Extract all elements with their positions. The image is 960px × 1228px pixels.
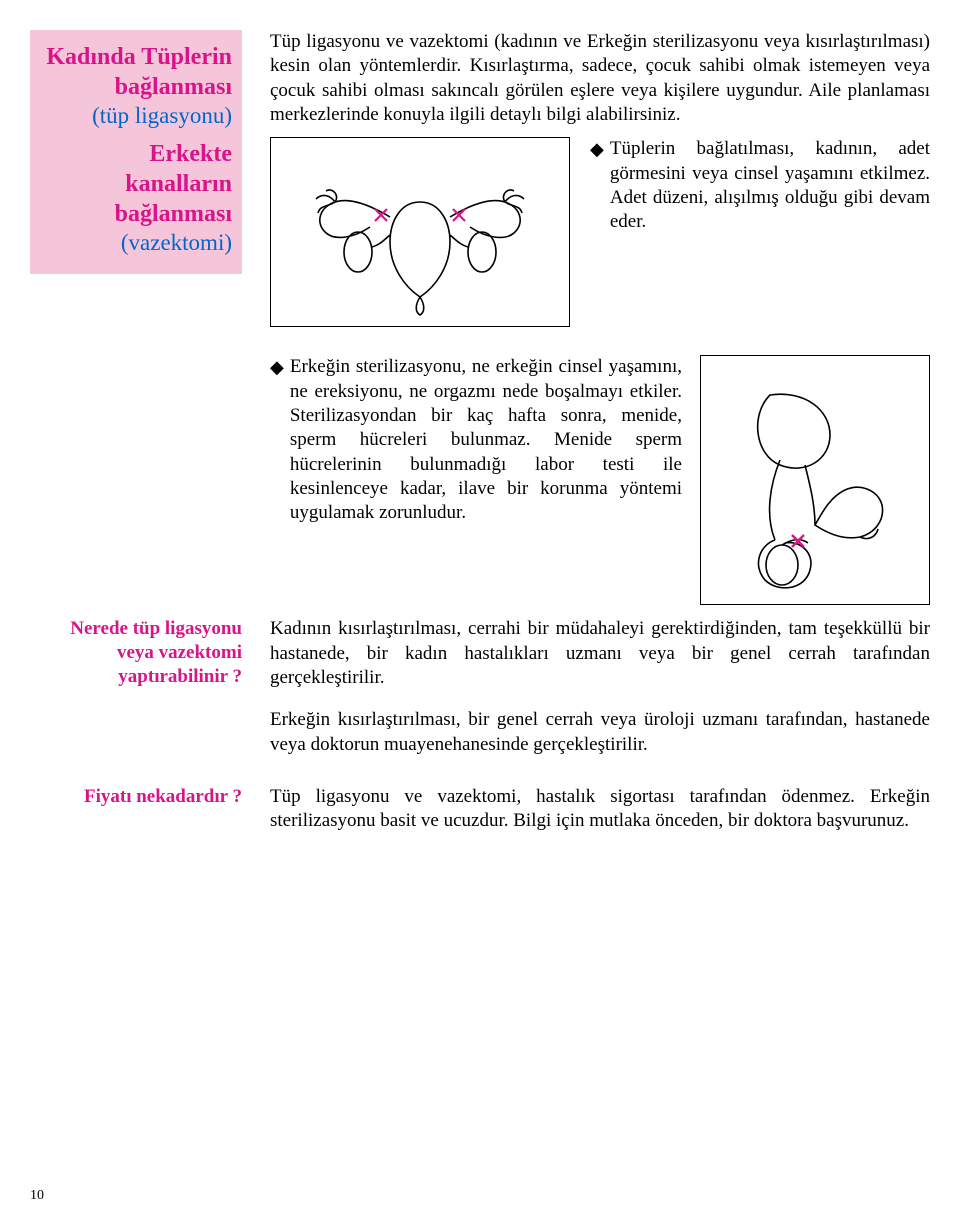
price-p1: Tüp ligasyonu ve vazektomi, hastalık sig… bbox=[270, 785, 930, 834]
bullet-2-text: Erkeğin sterilizasyonu, ne erkeğin cinse… bbox=[290, 355, 682, 525]
intro-paragraph: Tüp ligasyonu ve vazektomi (kadının ve E… bbox=[270, 30, 930, 127]
heading-women: Kadında Tüplerin bağlanması bbox=[40, 42, 232, 102]
heading-men: Erkekte kanalların bağlanması bbox=[40, 139, 232, 229]
intro-figure-row: ◆ Tüplerin bağlatılması, kadının, adet g… bbox=[270, 137, 930, 327]
empty-left-1 bbox=[30, 355, 250, 611]
subheading-men: (vazektomi) bbox=[40, 229, 232, 258]
uterus-svg bbox=[280, 147, 560, 317]
male-content: ◆ Erkeğin sterilizasyonu, ne erkeğin cin… bbox=[270, 355, 930, 611]
where-content: Kadının kısırlaştırılması, cerrahi bir m… bbox=[270, 617, 930, 757]
price-label-col: Fiyatı nekadardır ? bbox=[30, 785, 250, 834]
bullet-1: ◆ Tüplerin bağlatılması, kadının, adet g… bbox=[590, 137, 930, 327]
male-svg bbox=[710, 365, 920, 595]
sidebar-headings: Kadında Tüplerin bağlanması (tüp ligasyo… bbox=[30, 30, 250, 327]
diamond-icon: ◆ bbox=[270, 355, 284, 379]
where-label: Nerede tüp ligasyonu veya vazektomi yapt… bbox=[30, 617, 242, 688]
diamond-icon: ◆ bbox=[590, 137, 604, 161]
price-content: Tüp ligasyonu ve vazektomi, hastalık sig… bbox=[270, 785, 930, 834]
bullet-2: ◆ Erkeğin sterilizasyonu, ne erkeğin cin… bbox=[270, 355, 682, 525]
section-price: Fiyatı nekadardır ? Tüp ligasyonu ve vaz… bbox=[30, 785, 930, 834]
pink-heading-box: Kadında Tüplerin bağlanması (tüp ligasyo… bbox=[30, 30, 242, 274]
bullet-1-text: Tüplerin bağlatılması, kadının, adet gör… bbox=[610, 137, 930, 234]
section-where: Nerede tüp ligasyonu veya vazektomi yapt… bbox=[30, 617, 930, 757]
where-p2: Erkeğin kısırlaştırılması, bir genel cer… bbox=[270, 708, 930, 757]
page-number: 10 bbox=[30, 1188, 44, 1204]
uterus-diagram bbox=[270, 137, 570, 327]
where-p1: Kadının kısırlaştırılması, cerrahi bir m… bbox=[270, 617, 930, 690]
section-sterilization: Kadında Tüplerin bağlanması (tüp ligasyo… bbox=[30, 30, 930, 327]
where-label-col: Nerede tüp ligasyonu veya vazektomi yapt… bbox=[30, 617, 250, 757]
section-male: ◆ Erkeğin sterilizasyonu, ne erkeğin cin… bbox=[30, 355, 930, 611]
intro-column: Tüp ligasyonu ve vazektomi (kadının ve E… bbox=[270, 30, 930, 327]
price-label: Fiyatı nekadardır ? bbox=[30, 785, 242, 809]
male-diagram bbox=[700, 355, 930, 605]
subheading-women: (tüp ligasyonu) bbox=[40, 102, 232, 131]
